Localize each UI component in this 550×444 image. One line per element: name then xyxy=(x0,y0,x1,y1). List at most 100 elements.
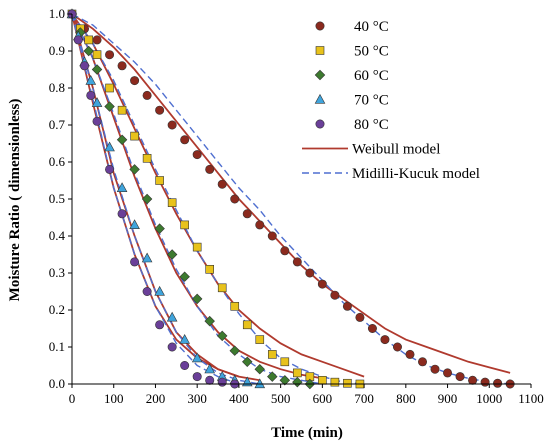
data-point xyxy=(117,209,127,219)
data-point xyxy=(167,120,177,130)
x-tick-label: 200 xyxy=(146,391,166,406)
data-point xyxy=(155,105,165,115)
data-point xyxy=(330,377,340,387)
data-point xyxy=(205,164,215,174)
legend-label: 40 °C xyxy=(354,19,389,35)
data-point xyxy=(480,377,490,387)
data-point xyxy=(84,35,93,45)
y-tick-label: 0.4 xyxy=(49,228,66,243)
data-point xyxy=(105,50,115,60)
data-point xyxy=(141,193,153,205)
data-point xyxy=(217,283,227,293)
data-point xyxy=(367,323,377,333)
data-point xyxy=(130,76,140,86)
legend-marker xyxy=(315,46,325,55)
data-point xyxy=(405,349,415,359)
y-tick-label: 1.0 xyxy=(49,6,65,21)
data-point xyxy=(166,311,178,322)
data-point xyxy=(355,312,365,322)
x-tick-label: 500 xyxy=(271,391,291,406)
data-point xyxy=(155,320,165,330)
data-point xyxy=(104,101,115,112)
legend-label: Midilli-Kucuk model xyxy=(352,166,480,182)
data-point xyxy=(292,376,303,388)
data-point xyxy=(204,363,216,374)
data-point xyxy=(86,90,96,100)
data-point xyxy=(141,252,153,263)
x-tick-label: 100 xyxy=(104,391,124,406)
data-point xyxy=(229,345,240,356)
x-tick-label: 300 xyxy=(187,391,207,406)
midilli-kucuk-curve xyxy=(71,13,260,385)
data-point xyxy=(191,352,203,363)
legend-entry: 40 °C xyxy=(315,19,389,35)
y-tick-label: 0.8 xyxy=(49,80,65,95)
legend-entry: 80 °C xyxy=(315,117,389,133)
data-point xyxy=(318,375,327,385)
data-point xyxy=(267,350,277,359)
data-point xyxy=(179,333,190,344)
data-point xyxy=(343,378,352,388)
data-point xyxy=(330,290,340,300)
weibull-curve xyxy=(71,13,511,374)
data-point xyxy=(418,357,428,367)
data-point xyxy=(255,220,265,230)
data-points xyxy=(66,8,515,390)
data-point xyxy=(279,375,291,386)
x-axis-ticks: 0 100 200 300 400 500 600 700 800 900 1000 1100 xyxy=(69,384,544,406)
data-point xyxy=(380,335,390,345)
x-tick-label: 1000 xyxy=(476,391,502,406)
data-point xyxy=(117,105,127,115)
data-point xyxy=(180,135,190,145)
model-curves xyxy=(71,13,511,385)
data-point xyxy=(129,219,140,229)
data-point xyxy=(230,194,240,204)
data-point xyxy=(179,271,190,282)
data-point xyxy=(267,371,278,382)
legend-entry: 60 °C xyxy=(314,68,389,84)
data-point xyxy=(217,377,227,387)
legend-label: 80 °C xyxy=(354,117,389,133)
data-point xyxy=(142,154,152,163)
data-point xyxy=(392,342,402,352)
x-axis-label: Time (min) xyxy=(271,425,343,441)
legend-marker xyxy=(314,69,326,81)
data-point xyxy=(254,378,266,389)
data-point xyxy=(116,134,128,146)
legend-label: 60 °C xyxy=(354,68,389,84)
data-point xyxy=(216,330,228,342)
data-point xyxy=(191,293,203,305)
data-point xyxy=(73,35,83,45)
data-point xyxy=(280,246,290,256)
data-point xyxy=(204,315,215,327)
data-point xyxy=(242,356,253,368)
data-point xyxy=(305,268,315,278)
data-point xyxy=(192,242,202,252)
data-point xyxy=(142,286,152,296)
data-point xyxy=(91,97,103,107)
legend: 40 °C 50 °C 60 °C 70 °C 80 °C Weibull model Mi… xyxy=(302,19,480,182)
data-point xyxy=(342,301,352,311)
x-tick-label: 600 xyxy=(313,391,333,406)
y-axis-ticks: 0.0 0.1 0.2 0.3 0.4 0.5 0.6 0.7 0.8 0.9 1.0 xyxy=(49,6,72,391)
x-tick-label: 0 xyxy=(69,391,76,406)
data-point xyxy=(430,364,440,374)
data-point xyxy=(155,176,164,185)
data-point xyxy=(92,35,102,45)
data-point xyxy=(180,360,190,370)
y-tick-label: 0.3 xyxy=(49,265,65,280)
legend-label: Weibull model xyxy=(352,142,440,158)
data-point xyxy=(142,90,152,100)
y-tick-label: 0.6 xyxy=(49,154,66,169)
y-tick-label: 0.0 xyxy=(49,376,65,391)
data-point xyxy=(292,257,302,267)
data-point xyxy=(83,45,94,57)
data-point xyxy=(255,335,265,344)
data-point xyxy=(154,285,165,296)
y-tick-label: 0.1 xyxy=(49,339,65,354)
data-point xyxy=(130,131,139,141)
data-point xyxy=(242,320,252,330)
data-point xyxy=(280,357,290,367)
data-point xyxy=(317,279,327,289)
